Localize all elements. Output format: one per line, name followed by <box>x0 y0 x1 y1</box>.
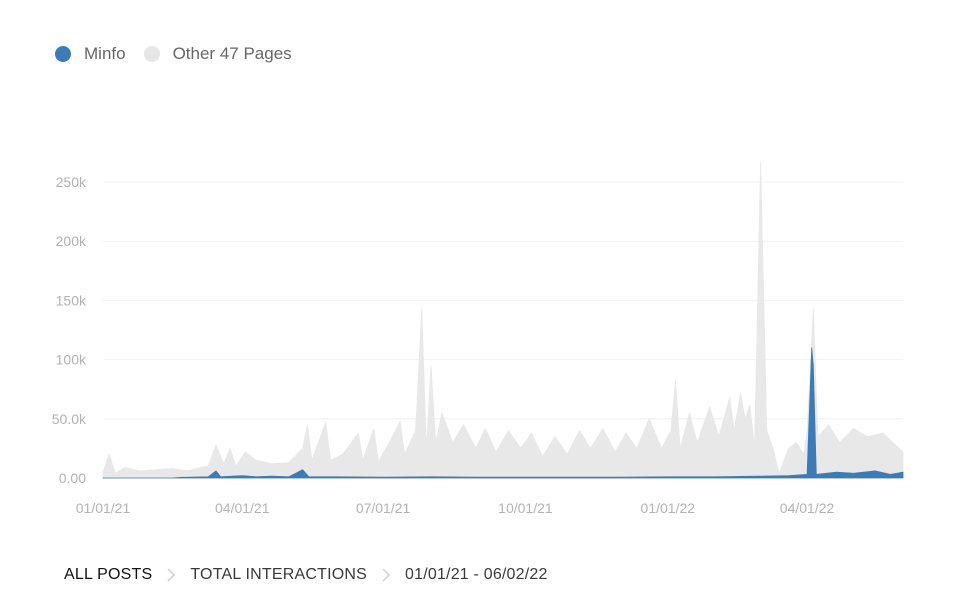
area-series-minfo[interactable] <box>102 347 904 479</box>
y-tick-label: 100k <box>56 352 87 368</box>
grid-lines <box>103 181 903 479</box>
interactions-area-chart: 0.00 50.0k 100k 150k 200k 250k 01/01/21 04/01/… <box>52 161 904 516</box>
legend-item-minfo[interactable]: Minfo <box>55 44 126 64</box>
chevron-right-icon <box>382 568 391 582</box>
x-tick-label: 04/01/21 <box>215 500 270 516</box>
legend-dot-other-pages <box>143 46 160 62</box>
y-tick-label: 150k <box>56 292 87 308</box>
x-axis: 01/01/21 04/01/21 07/01/21 10/01/21 01/01/22… <box>76 500 835 516</box>
chart-areas <box>102 161 904 479</box>
y-tick-label: 0.00 <box>59 470 86 486</box>
legend-item-other-pages[interactable]: Other 47 Pages <box>143 44 292 64</box>
legend-label-minfo: Minfo <box>84 44 126 63</box>
y-tick-label: 200k <box>56 233 87 249</box>
breadcrumb-date-range[interactable]: 01/01/21 - 06/02/22 <box>405 566 548 583</box>
breadcrumb-total-interactions[interactable]: TOTAL INTERACTIONS <box>190 566 368 583</box>
legend-dot-minfo <box>55 46 71 62</box>
chevron-right-icon <box>167 568 176 582</box>
x-tick-label: 01/01/21 <box>76 500 131 516</box>
area-series-other-47-pages[interactable] <box>102 161 904 479</box>
y-tick-label: 50.0k <box>52 411 87 427</box>
y-tick-label: 250k <box>56 174 87 190</box>
breadcrumb-all-posts[interactable]: ALL POSTS <box>64 566 153 583</box>
x-tick-label: 10/01/21 <box>498 500 553 516</box>
x-tick-label: 07/01/21 <box>356 500 411 516</box>
y-axis: 0.00 50.0k 100k 150k 200k 250k <box>52 174 87 486</box>
x-tick-label: 04/01/22 <box>780 500 835 516</box>
breadcrumb: ALL POSTS TOTAL INTERACTIONS 01/01/21 - … <box>64 566 548 584</box>
chart-legend: Minfo Other 47 Pages <box>55 44 292 64</box>
x-tick-label: 01/01/22 <box>641 500 696 516</box>
legend-label-other-pages: Other 47 Pages <box>172 44 292 63</box>
